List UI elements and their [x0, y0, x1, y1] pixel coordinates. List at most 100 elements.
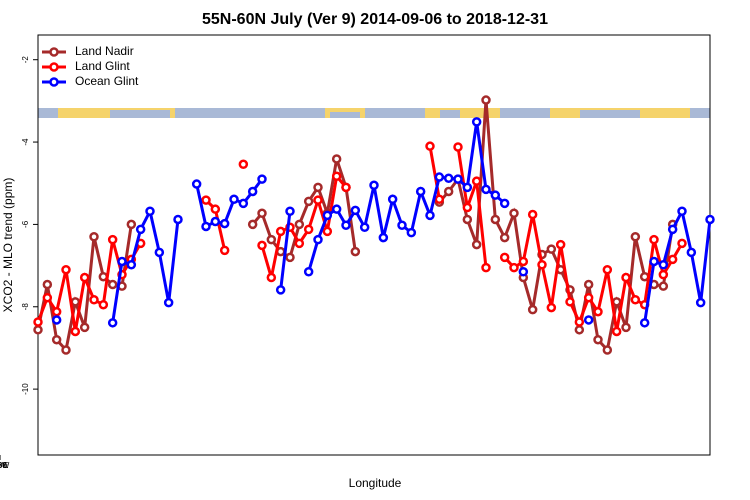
data-point: [313, 182, 323, 193]
data-point: [266, 272, 277, 283]
data-point: [677, 206, 687, 216]
data-point: [285, 252, 295, 263]
data-point: [285, 206, 295, 216]
data-point: [163, 297, 174, 308]
data-point: [546, 244, 557, 254]
data-point: [658, 269, 669, 280]
y-tick-label: -4: [21, 138, 30, 146]
data-point: [481, 262, 491, 273]
legend-label: Land Glint: [75, 59, 130, 73]
data-point: [126, 219, 137, 230]
data-point: [443, 186, 454, 197]
data-point: [583, 279, 594, 290]
data-point: [210, 216, 221, 227]
data-point: [61, 345, 71, 355]
data-point: [527, 209, 538, 220]
series-line: [36, 145, 684, 332]
x-tick-label: 180: [0, 461, 7, 470]
data-point: [686, 247, 697, 258]
x-tick-label: 180: [0, 461, 7, 470]
data-point: [593, 306, 603, 317]
data-point: [51, 315, 62, 325]
data-point: [275, 285, 286, 295]
data-point: [527, 304, 538, 315]
data-point: [257, 208, 267, 219]
plot-frame: [37, 34, 711, 456]
data-point: [201, 221, 211, 232]
chart-title: 55N-60N July (Ver 9) 2014-09-06 to 2018-…: [202, 11, 548, 28]
data-point: [481, 95, 491, 105]
data-point: [303, 267, 314, 277]
data-point: [546, 302, 557, 313]
data-point: [602, 264, 613, 275]
data-point: [593, 334, 603, 345]
data-point: [611, 297, 622, 307]
data-point: [331, 171, 342, 181]
data-point: [621, 322, 631, 333]
data-point: [266, 234, 277, 245]
data-point: [126, 260, 137, 270]
data-point: [378, 232, 389, 243]
data-point: [574, 325, 585, 335]
data-point: [89, 232, 99, 242]
x-axis-label: Longitude: [349, 476, 402, 490]
data-point: [425, 141, 435, 151]
data-point: [509, 208, 519, 219]
data-point: [275, 226, 286, 237]
data-point: [499, 198, 510, 209]
land-ocean-strip: [38, 108, 710, 118]
data-point: [471, 176, 482, 186]
data-point: [341, 220, 351, 230]
data-point: [518, 256, 529, 267]
data-point: [518, 267, 529, 277]
data-point: [173, 214, 183, 225]
y-tick-label: -8: [21, 303, 30, 311]
data-point: [499, 232, 510, 243]
data-point: [201, 195, 211, 205]
data-point: [107, 234, 118, 245]
data-point: [490, 190, 501, 200]
data-point: [313, 195, 323, 205]
data-point: [238, 159, 249, 170]
data-point: [499, 252, 510, 263]
data-point: [490, 214, 501, 225]
data-point: [257, 240, 267, 251]
legend-label: Ocean Glint: [75, 74, 139, 88]
data-point: [658, 281, 669, 291]
data-point: [42, 292, 53, 303]
data-point: [677, 238, 687, 249]
data-point: [341, 182, 351, 193]
y-tick-label: -6: [21, 220, 30, 228]
data-point: [611, 326, 622, 337]
data-point: [602, 345, 613, 355]
data-point: [135, 224, 146, 235]
data-point: [70, 297, 81, 307]
data-point: [583, 292, 594, 303]
data-point: [145, 206, 155, 216]
data-point: [191, 179, 202, 189]
series-line: [111, 121, 712, 324]
data-point: [51, 334, 62, 345]
y-tick-label: -10: [21, 383, 30, 395]
x-tick-label: 90 E: [0, 461, 8, 470]
data-point: [509, 262, 519, 273]
data-point: [639, 318, 650, 328]
data-point: [453, 174, 463, 184]
data-point: [481, 184, 491, 195]
legend-marker: [49, 47, 59, 57]
data-point: [79, 322, 90, 333]
data-point: [107, 318, 118, 328]
data-point: [107, 279, 118, 290]
data-point: [471, 239, 482, 250]
data-point: [294, 238, 305, 249]
legend-label: Land Nadir: [75, 44, 134, 58]
data-point: [387, 194, 398, 205]
data-point: [322, 210, 333, 221]
data-point: [471, 117, 482, 127]
data-point: [219, 218, 230, 229]
data-point: [649, 256, 659, 267]
data-point: [415, 186, 426, 197]
data-point: [210, 204, 221, 214]
x-tick-label: 90 E: [0, 461, 8, 470]
